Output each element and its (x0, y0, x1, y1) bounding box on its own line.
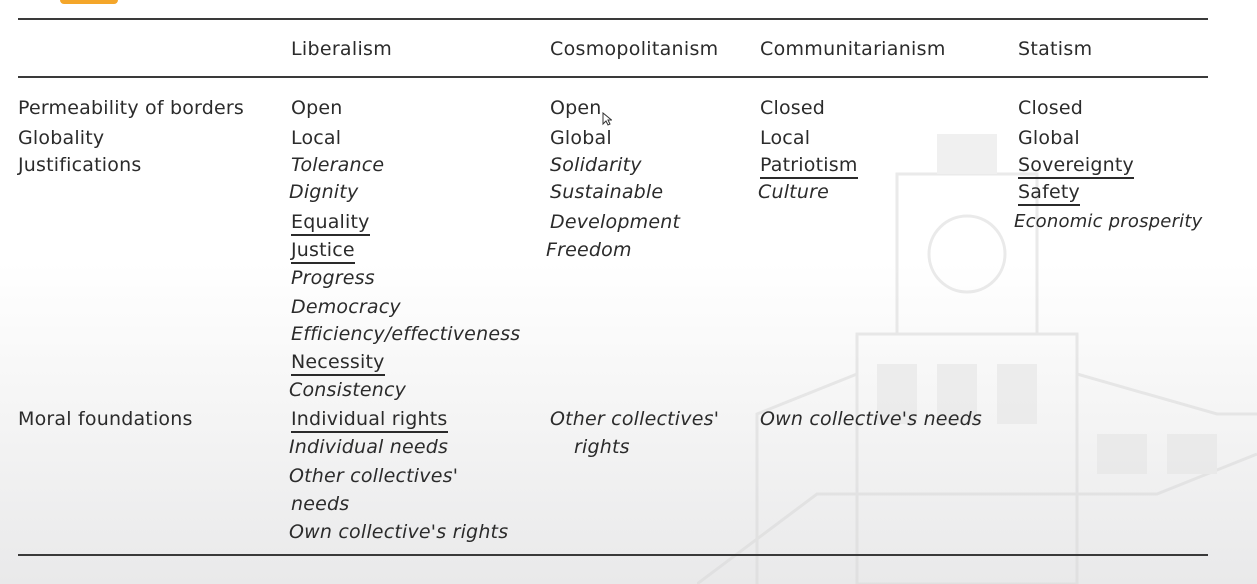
globality-statism: Global (1018, 127, 1080, 149)
justification-liberalism-item: Necessity (291, 351, 385, 376)
header-cosmopolitanism: Cosmopolitanism (550, 38, 719, 60)
header-communitarianism: Communitarianism (760, 38, 946, 60)
slide-accent-tab (60, 0, 118, 4)
globality-communitarianism: Local (760, 127, 811, 149)
justification-cosmopolitanism-item: Solidarity (550, 154, 642, 176)
table-top-rule (18, 18, 1208, 20)
moral-liberalism-item: needs (291, 493, 350, 515)
justification-cosmopolitanism-item: Freedom (546, 239, 632, 261)
justification-liberalism-item: Progress (291, 267, 375, 289)
justification-statism-item: Sovereignty (1018, 154, 1134, 179)
row-label-moral-foundations: Moral foundations (18, 408, 193, 430)
moral-cosmopolitanism-item: rights (574, 436, 630, 458)
table-bottom-rule (18, 554, 1208, 556)
justification-liberalism-item: Tolerance (291, 154, 385, 176)
justification-communitarianism-item: Culture (758, 181, 829, 203)
justification-liberalism-item: Equality (291, 211, 370, 236)
justification-liberalism-item: Democracy (291, 296, 401, 318)
justification-cosmopolitanism-item: Sustainable (550, 181, 664, 203)
permeability-statism: Closed (1018, 97, 1084, 119)
moral-liberalism-item: Individual needs (289, 436, 449, 458)
header-statism: Statism (1018, 38, 1093, 60)
row-label-globality: Globality (18, 127, 105, 149)
mouse-pointer-icon (602, 112, 612, 126)
moral-liberalism-item: Own collective's rights (289, 521, 509, 543)
justification-statism-item: Economic prosperity (1014, 211, 1203, 232)
moral-communitarianism-item: Own collective's needs (760, 408, 982, 430)
globality-cosmopolitanism: Global (550, 127, 612, 149)
moral-liberalism-item: Individual rights (291, 408, 448, 433)
justification-communitarianism-item: Patriotism (760, 154, 858, 179)
justification-cosmopolitanism-item: Development (550, 211, 681, 233)
permeability-cosmopolitanism: Open (550, 97, 602, 119)
row-label-justifications: Justifications (18, 154, 142, 176)
moral-cosmopolitanism-item: Other collectives' (550, 408, 720, 430)
justification-liberalism-item: Consistency (289, 379, 407, 401)
background-building-image (697, 134, 1257, 584)
table-header-rule (18, 76, 1208, 78)
moral-liberalism-item: Other collectives' (289, 465, 459, 487)
header-liberalism: Liberalism (291, 38, 393, 60)
justification-liberalism-item: Efficiency/effectiveness (291, 323, 521, 345)
justification-statism-item: Safety (1018, 181, 1080, 206)
permeability-liberalism: Open (291, 97, 343, 119)
justification-liberalism-item: Justice (291, 239, 355, 264)
globality-liberalism: Local (291, 127, 342, 149)
justification-liberalism-item: Dignity (289, 181, 359, 203)
row-label-permeability: Permeability of borders (18, 97, 244, 119)
permeability-communitarianism: Closed (760, 97, 826, 119)
